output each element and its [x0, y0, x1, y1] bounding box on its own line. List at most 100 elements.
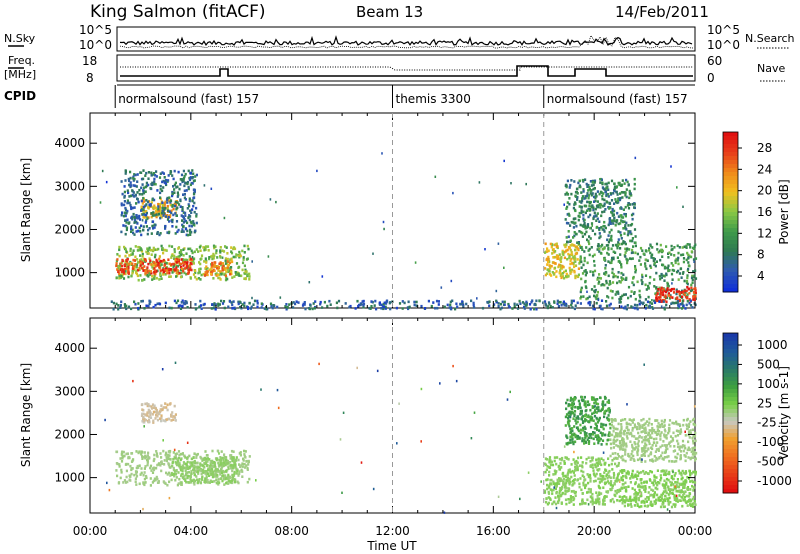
range-cell — [142, 177, 145, 181]
range-cell — [175, 452, 178, 455]
range-cell — [147, 275, 150, 278]
range-cell — [140, 248, 143, 252]
range-cell — [124, 179, 127, 182]
range-cell — [613, 473, 616, 477]
range-cell — [191, 199, 194, 202]
range-cell — [238, 253, 241, 256]
range-cell — [575, 426, 579, 430]
range-cell — [222, 477, 225, 481]
range-cell — [193, 483, 196, 486]
range-cell — [633, 177, 636, 181]
range-cell — [640, 501, 643, 504]
range-cell — [621, 179, 624, 182]
range-cell — [179, 265, 183, 269]
range-cell — [179, 465, 182, 469]
range-cell — [694, 288, 697, 292]
range-cell — [657, 250, 660, 254]
range-cell — [636, 427, 639, 431]
range-cell — [596, 421, 600, 424]
range-cell — [443, 305, 446, 309]
range-cell — [601, 403, 604, 406]
power-data — [99, 152, 698, 311]
range-cell — [596, 276, 600, 280]
range-cell — [624, 214, 627, 218]
range-cell — [686, 504, 689, 507]
range-cell — [179, 262, 182, 266]
range-cell — [678, 292, 681, 295]
range-cell — [551, 252, 554, 255]
range-cell — [155, 408, 158, 412]
range-cell — [185, 233, 188, 237]
range-cell — [160, 209, 163, 213]
range-cell — [621, 495, 624, 499]
range-cell — [158, 257, 161, 261]
range-cell — [214, 264, 217, 268]
range-cell — [650, 504, 653, 507]
range-cell — [543, 489, 546, 493]
range-cell — [565, 304, 568, 307]
range-cell — [606, 286, 609, 290]
range-cell — [613, 185, 617, 189]
range-cell — [655, 444, 658, 447]
range-cell — [124, 224, 127, 228]
range-cell — [221, 465, 224, 468]
range-cell — [171, 203, 174, 207]
range-cell — [140, 209, 143, 212]
range-cell — [582, 420, 585, 423]
range-cell — [196, 481, 199, 484]
range-cell — [649, 251, 652, 255]
range-cell — [152, 172, 156, 175]
range-cell — [302, 302, 305, 306]
range-cell — [159, 232, 162, 235]
range-cell — [609, 442, 612, 446]
range-cell — [212, 461, 215, 464]
range-cell — [568, 246, 571, 250]
range-cell — [599, 277, 602, 280]
range-cell — [154, 262, 157, 266]
range-cell — [562, 481, 565, 485]
range-cell — [621, 216, 625, 219]
range-cell — [581, 199, 584, 203]
range-cell — [189, 247, 192, 251]
range-cell — [561, 491, 564, 495]
range-cell — [598, 228, 601, 232]
range-cell — [136, 173, 139, 176]
range-cell — [191, 182, 194, 185]
range-cell — [168, 220, 171, 223]
range-cell — [213, 464, 217, 468]
colorbar-cell — [723, 188, 738, 193]
range-cell — [583, 223, 586, 227]
range-cell — [634, 297, 637, 301]
range-cell — [119, 262, 122, 266]
range-cell — [590, 288, 594, 291]
range-cell — [606, 400, 609, 404]
range-cell — [660, 422, 664, 426]
range-cell — [571, 405, 574, 408]
range-cell — [578, 262, 581, 265]
range-cell — [167, 417, 170, 421]
range-cell — [172, 185, 175, 188]
range-cell — [260, 302, 263, 305]
range-cell — [625, 257, 628, 261]
range-cell — [142, 421, 145, 424]
range-cell — [135, 214, 138, 217]
range-cell — [123, 303, 126, 306]
range-cell — [547, 258, 550, 261]
range-cell — [195, 456, 198, 459]
range-cell — [162, 449, 165, 453]
range-cell — [675, 257, 678, 261]
range-cell — [593, 473, 596, 477]
range-cell — [687, 267, 690, 271]
range-cell — [240, 468, 243, 472]
range-cell — [172, 468, 175, 472]
range-cell — [680, 473, 683, 477]
range-cell — [210, 255, 213, 258]
range-cell — [688, 291, 691, 295]
range-cell — [137, 307, 140, 310]
range-cell — [645, 435, 648, 438]
range-cell — [157, 205, 160, 208]
range-cell — [652, 259, 655, 263]
range-cell — [144, 413, 147, 416]
range-cell — [623, 486, 626, 489]
range-cell — [146, 217, 149, 220]
